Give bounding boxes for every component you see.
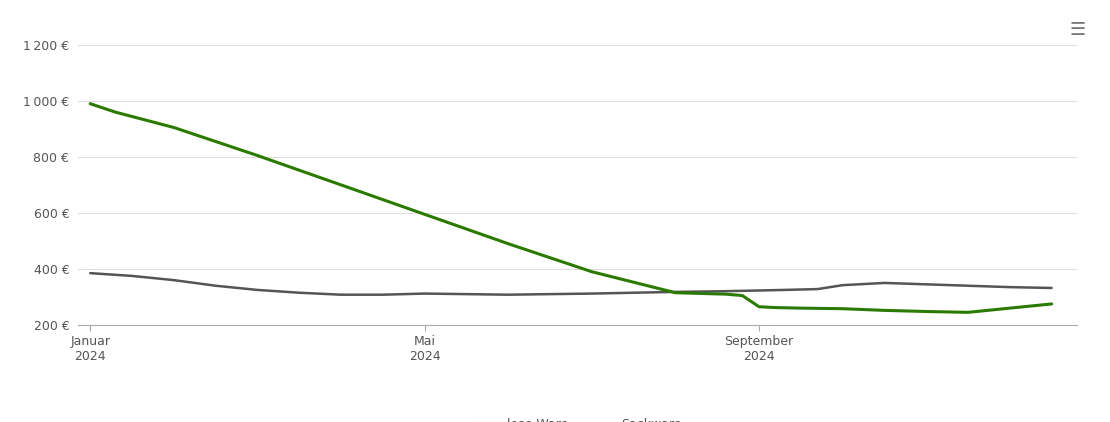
Legend: lose Ware, Sackware: lose Ware, Sackware [468,413,686,422]
Text: ☰: ☰ [1069,21,1086,39]
